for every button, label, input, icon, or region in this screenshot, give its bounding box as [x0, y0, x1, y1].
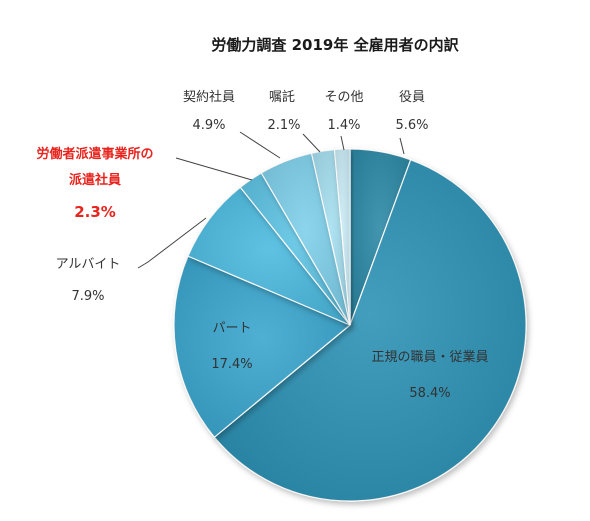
slice-5-name: 契約社員 — [183, 89, 235, 105]
slice-5-leader-line — [239, 131, 281, 159]
slice-0-leader-line — [399, 137, 405, 155]
slice-2-name: パート — [212, 321, 251, 336]
slice-6-leader-line — [302, 133, 321, 153]
slice-7-leader-line — [340, 135, 345, 151]
slice-7-name: その他 — [324, 90, 363, 105]
slice-6-value-label: 2.1% — [267, 118, 300, 133]
slice-7-value-label: 1.4% — [327, 118, 360, 133]
slice-3-leader-line — [137, 217, 207, 269]
slice-4-leader-line — [175, 157, 253, 181]
slice-4-name-line-1: 派遣社員 — [69, 172, 121, 188]
slice-4-name-line-0: 労働者派遣事業所の — [36, 146, 153, 162]
slice-1-name: 正規の職員・従業員 — [371, 349, 488, 365]
slice-2-value-label: 17.4% — [211, 357, 252, 372]
slice-6-name: 嘱託 — [269, 89, 295, 105]
slice-3-value-label: 7.9% — [71, 289, 104, 304]
slice-0-value-label: 5.6% — [395, 118, 428, 133]
chart-title: 労働力調査 2019年 全雇用者の内訳 — [211, 36, 459, 54]
slice-labels: 役員 5.6% 正規の職員・従業員 58.4% パート 17.4% アルバイト 7.9% 労働者… — [36, 89, 488, 401]
slice-5-value-label: 4.9% — [192, 118, 225, 133]
slice-1-value-label: 58.4% — [409, 386, 450, 401]
leader-lines — [137, 131, 405, 269]
slice-3-name: アルバイト — [56, 257, 121, 272]
slice-0-name: 役員 — [399, 90, 425, 105]
slice-4-value-label: 2.3% — [74, 203, 116, 221]
